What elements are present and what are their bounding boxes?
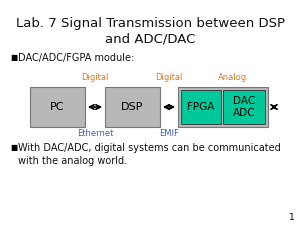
Bar [223, 90, 265, 124]
Text: ■: ■ [10, 53, 17, 62]
Text: DAC/ADC/FGPA module:: DAC/ADC/FGPA module: [18, 53, 134, 63]
Text: DAC
ADC: DAC ADC [233, 96, 255, 118]
Bar [178, 87, 268, 127]
Bar [30, 87, 85, 127]
Text: 1: 1 [289, 213, 295, 222]
Text: Lab. 7 Signal Transmission between DSP
and ADC/DAC: Lab. 7 Signal Transmission between DSP a… [16, 17, 284, 45]
Text: FPGA: FPGA [187, 102, 215, 112]
Text: Digital: Digital [81, 73, 109, 82]
Text: Ethernet: Ethernet [77, 129, 113, 138]
Text: EMIF: EMIF [159, 129, 179, 138]
Bar [105, 87, 160, 127]
Text: With DAC/ADC, digital systems can be communicated
with the analog world.: With DAC/ADC, digital systems can be com… [18, 143, 281, 166]
Text: Analog: Analog [218, 73, 247, 82]
Text: PC: PC [50, 102, 65, 112]
Text: Digital: Digital [155, 73, 183, 82]
Bar [181, 90, 221, 124]
Text: ■: ■ [10, 143, 17, 152]
Text: DSP: DSP [121, 102, 144, 112]
